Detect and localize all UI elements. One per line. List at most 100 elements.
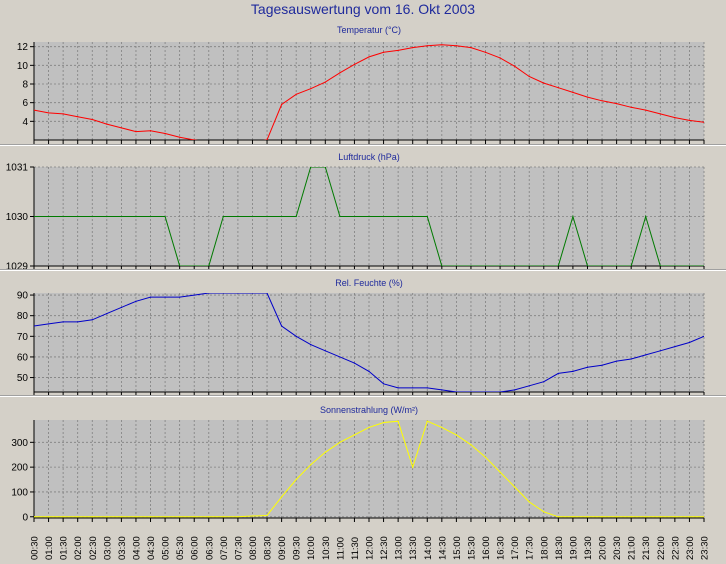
x-tick-label: 20:00 <box>598 536 609 560</box>
data-point <box>659 265 661 266</box>
data-point <box>470 444 472 446</box>
data-point <box>62 215 64 218</box>
data-point <box>484 391 487 392</box>
data-point <box>586 96 589 98</box>
data-point <box>193 516 195 518</box>
data-point <box>149 296 152 298</box>
data-point <box>674 265 676 266</box>
x-tick-label: 07:00 <box>219 536 230 560</box>
data-point <box>237 293 239 294</box>
data-point <box>149 130 152 132</box>
chart-panel: Luftdruck (hPa) 1029 1030 1031 <box>0 144 726 273</box>
x-tick-label: 01:30 <box>59 536 70 560</box>
x-tick-label: 05:30 <box>175 536 186 560</box>
x-tick-label: 13:30 <box>408 536 419 560</box>
x-tick-label: 14:30 <box>437 536 448 560</box>
y-tick-label: 200 <box>11 463 28 474</box>
data-point <box>47 323 50 325</box>
page-title: Tagesauswertung vom 16. Okt 2003 <box>250 1 476 17</box>
data-point <box>455 265 457 266</box>
data-point <box>120 215 122 218</box>
chart-panel: Sonnenstrahlung (W/m²) 0 100 200 300 <box>0 395 726 523</box>
data-point <box>470 47 472 49</box>
data-point <box>324 451 326 453</box>
data-point <box>353 63 356 65</box>
data-point <box>382 421 385 424</box>
data-point <box>77 215 79 218</box>
y-tick-label: 12 <box>17 42 29 53</box>
data-point <box>528 385 530 387</box>
y-tick-label: 90 <box>17 291 29 302</box>
data-point <box>208 516 210 518</box>
x-tick-label: 22:00 <box>656 536 667 560</box>
chart-title: Temperatur (°C) <box>337 25 401 35</box>
data-point <box>77 321 79 323</box>
data-point <box>368 426 370 429</box>
data-point <box>630 106 632 108</box>
data-point <box>397 387 399 389</box>
x-tick-label: 11:00 <box>335 537 346 560</box>
data-point <box>34 325 35 327</box>
data-point <box>412 47 414 49</box>
data-point <box>310 464 312 466</box>
data-point <box>310 343 312 346</box>
data-point <box>222 215 224 218</box>
data-point <box>368 215 370 218</box>
y-tick-label: 1031 <box>6 163 29 174</box>
data-point <box>470 391 472 392</box>
data-point <box>281 496 283 498</box>
data-point <box>47 112 50 114</box>
data-point <box>616 360 618 362</box>
data-point <box>659 350 661 352</box>
data-point <box>34 516 35 518</box>
data-point <box>310 167 312 168</box>
x-tick-label: 06:30 <box>204 536 215 560</box>
data-point <box>164 215 166 218</box>
y-tick-label: 50 <box>17 373 29 384</box>
data-point <box>222 293 224 294</box>
data-point <box>557 265 559 266</box>
data-point <box>688 119 691 121</box>
x-tick-label: 05:00 <box>161 536 172 560</box>
data-point <box>601 364 603 366</box>
data-point <box>339 441 341 443</box>
data-point <box>310 88 312 90</box>
x-tick-label: 16:30 <box>496 536 507 560</box>
data-point <box>441 426 443 429</box>
data-point <box>703 335 704 337</box>
data-point <box>281 103 283 106</box>
data-point <box>397 420 399 422</box>
data-point <box>659 516 661 518</box>
chart-title: Rel. Feuchte (%) <box>335 278 403 288</box>
y-tick-label: 300 <box>11 438 28 449</box>
data-point <box>164 132 166 135</box>
data-point <box>397 49 399 52</box>
data-point <box>34 215 35 218</box>
data-point <box>339 215 341 218</box>
data-point <box>572 215 574 218</box>
data-point <box>645 109 647 111</box>
data-point <box>179 516 181 518</box>
data-point <box>208 293 210 294</box>
data-point <box>106 313 108 315</box>
data-point <box>91 516 93 518</box>
x-tick-label: 09:30 <box>292 536 303 560</box>
data-point <box>353 362 356 364</box>
data-point <box>455 434 457 436</box>
data-point <box>266 215 268 218</box>
data-point <box>397 215 399 218</box>
data-point <box>149 516 152 518</box>
x-tick-label: 21:30 <box>641 536 652 560</box>
data-point <box>295 478 297 481</box>
x-tick-label: 07:30 <box>233 536 244 560</box>
data-point <box>616 103 618 105</box>
data-point <box>426 420 428 422</box>
data-point <box>179 136 181 138</box>
data-point <box>499 265 501 266</box>
data-point <box>77 516 79 518</box>
data-point <box>426 45 428 47</box>
data-point <box>499 471 501 473</box>
data-point <box>135 516 137 518</box>
data-point <box>295 215 297 218</box>
